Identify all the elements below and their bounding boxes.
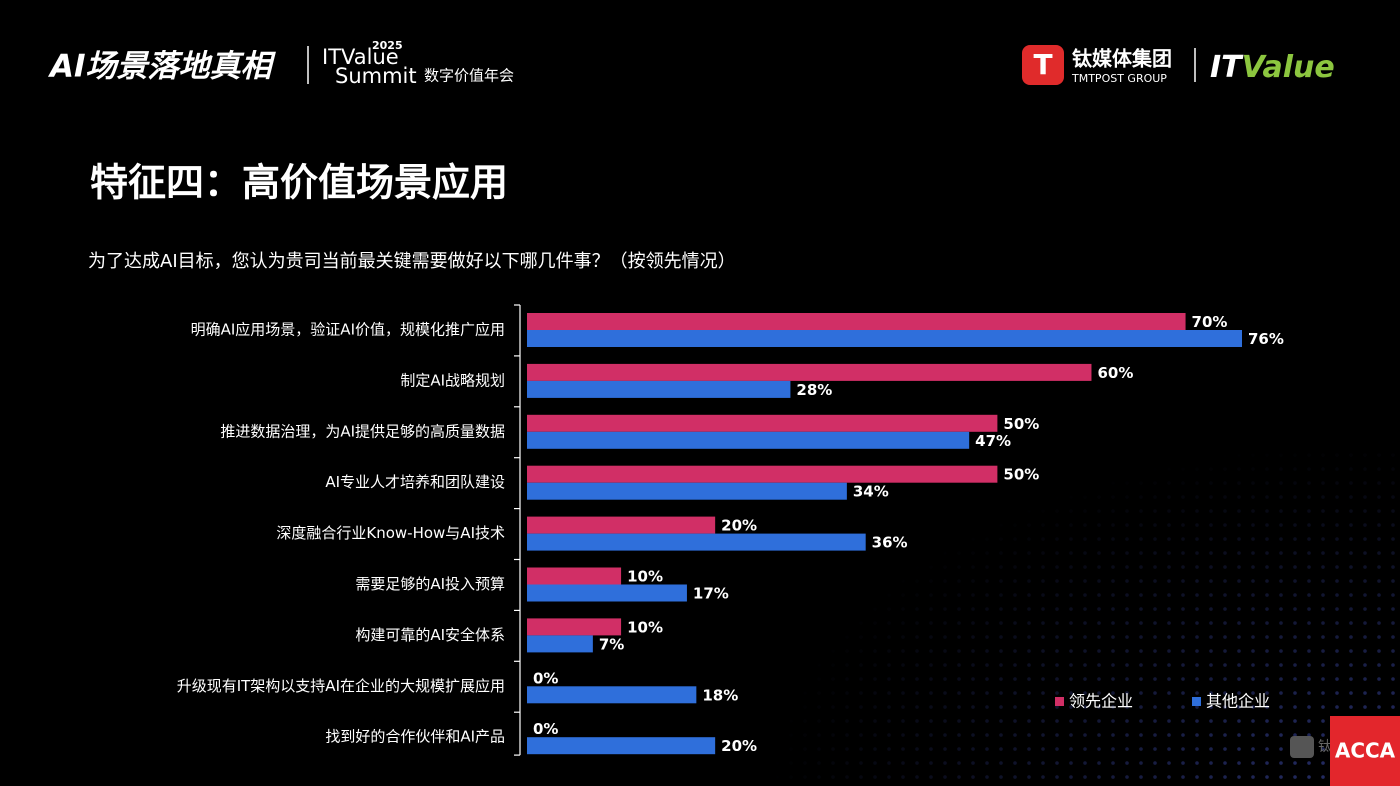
brand-value: Value [1242, 50, 1335, 85]
value-label: 0% [533, 669, 558, 687]
value-label: 50% [1003, 466, 1039, 484]
value-label: 18% [702, 686, 738, 704]
value-label: 36% [872, 534, 908, 552]
tagline: 数字价值年会 [424, 67, 514, 85]
group-logo-letter: T [1033, 48, 1052, 81]
legend-swatch [1055, 697, 1064, 706]
category-label: 构建可靠的AI安全体系 [355, 626, 505, 644]
value-label: 76% [1248, 330, 1284, 348]
category-label: AI专业人才培养和团队建设 [325, 473, 505, 491]
slide-subtitle: 为了达成AI目标，您认为贵司当前最关键需要做好以下哪几件事？（按领先情况） [88, 251, 736, 272]
bar [527, 533, 866, 551]
value-label: 34% [853, 483, 889, 501]
group-name: 钛媒体集团 [1072, 47, 1172, 71]
event-logo: AI场景落地真相 [47, 49, 277, 85]
value-label: 10% [627, 568, 663, 586]
value-label: 60% [1097, 364, 1133, 382]
slide-title: 特征四：高价值场景应用 [90, 161, 508, 205]
group-name-en: TMTPOST GROUP [1071, 72, 1167, 85]
value-label: 10% [627, 618, 663, 636]
value-label: 50% [1003, 415, 1039, 433]
bar [527, 584, 687, 602]
value-label: 70% [1192, 313, 1228, 331]
value-label: 28% [796, 381, 832, 399]
bar [527, 686, 697, 704]
brand-it: IT [1210, 50, 1244, 85]
category-label: 升级现有IT架构以支持AI在企业的大规模扩展应用 [177, 677, 505, 695]
legend-label: 领先企业 [1069, 692, 1133, 711]
summit-bottom: Summit [335, 64, 417, 88]
bar [527, 567, 622, 585]
value-label: 0% [533, 720, 558, 738]
bar [527, 516, 716, 534]
bar [527, 482, 847, 500]
category-label: 推进数据治理，为AI提供足够的高质量数据 [220, 422, 505, 440]
value-label: 47% [975, 432, 1011, 450]
bar [527, 465, 998, 483]
category-label: 制定AI战略规划 [400, 371, 505, 389]
summit-year: 2025 [372, 39, 403, 52]
legend-swatch [1192, 697, 1201, 706]
bar [527, 431, 970, 449]
category-label: 需要足够的AI投入预算 [355, 575, 505, 593]
value-label: 17% [693, 585, 729, 603]
value-label: 7% [599, 635, 624, 653]
bar [527, 380, 791, 398]
brand: ITValue [1210, 50, 1335, 85]
bar [527, 618, 622, 636]
value-label: 20% [721, 517, 757, 535]
bar [527, 414, 998, 432]
category-label: 找到好的合作伙伴和AI产品 [325, 728, 505, 746]
bar [527, 313, 1186, 330]
bar [527, 330, 1242, 347]
badge-box [1330, 716, 1400, 786]
badge: ACCA [1335, 739, 1396, 763]
group-logo-icon [1022, 45, 1064, 85]
bar [527, 737, 716, 755]
dot-pattern [700, 400, 1400, 786]
bar [527, 635, 593, 653]
bar [527, 363, 1092, 381]
value-label: 20% [721, 737, 757, 755]
summit-top: ITValue [322, 45, 399, 69]
chart: 明确AI应用场景，验证AI价值，规模化推广应用 70% 76% 制定AI战略规划 60%… [177, 304, 1284, 756]
category-label: 深度融合行业Know-How与AI技术 [276, 524, 505, 542]
watermark-icon [1290, 736, 1314, 758]
category-label: 明确AI应用场景，验证AI价值，规模化推广应用 [191, 321, 505, 339]
legend-label: 其他企业 [1206, 692, 1270, 711]
